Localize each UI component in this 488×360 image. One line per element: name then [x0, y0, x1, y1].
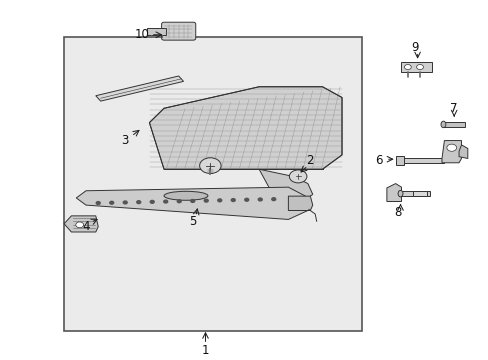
Polygon shape — [441, 140, 461, 163]
Polygon shape — [96, 76, 183, 101]
Polygon shape — [386, 184, 401, 202]
Circle shape — [271, 198, 275, 201]
Text: 8: 8 — [394, 206, 401, 219]
Polygon shape — [458, 145, 467, 158]
Circle shape — [96, 202, 100, 204]
Polygon shape — [259, 169, 312, 202]
Bar — [400, 191, 429, 197]
Polygon shape — [64, 216, 98, 232]
FancyBboxPatch shape — [161, 22, 195, 40]
Text: 3: 3 — [121, 134, 128, 147]
Ellipse shape — [440, 121, 445, 128]
Bar — [395, 156, 404, 165]
Circle shape — [258, 198, 262, 201]
Circle shape — [123, 201, 127, 204]
Bar — [64, 37, 361, 330]
Text: 7: 7 — [449, 102, 457, 115]
Bar — [147, 28, 165, 35]
Text: 2: 2 — [306, 154, 313, 167]
Text: 9: 9 — [410, 41, 418, 54]
Bar — [400, 62, 431, 72]
Polygon shape — [149, 87, 341, 169]
Circle shape — [163, 200, 167, 203]
Ellipse shape — [397, 190, 402, 197]
Circle shape — [289, 170, 306, 183]
Circle shape — [446, 144, 456, 151]
Circle shape — [109, 201, 113, 204]
Bar — [412, 192, 427, 196]
Text: 1: 1 — [202, 344, 209, 357]
Polygon shape — [76, 187, 307, 220]
Circle shape — [76, 222, 83, 228]
Circle shape — [137, 201, 141, 204]
Bar — [395, 158, 444, 163]
Circle shape — [244, 198, 248, 201]
Circle shape — [404, 64, 410, 69]
Ellipse shape — [163, 191, 207, 200]
Circle shape — [231, 199, 235, 202]
Circle shape — [150, 201, 154, 203]
Text: 4: 4 — [82, 220, 90, 233]
Text: 6: 6 — [374, 154, 382, 167]
Bar — [443, 122, 465, 127]
Circle shape — [199, 158, 221, 174]
Text: 10: 10 — [134, 28, 149, 41]
Circle shape — [190, 199, 194, 202]
Circle shape — [177, 200, 181, 203]
Circle shape — [416, 64, 423, 69]
Circle shape — [204, 199, 208, 202]
Text: 5: 5 — [189, 215, 197, 228]
Polygon shape — [288, 196, 312, 211]
Circle shape — [217, 199, 221, 202]
